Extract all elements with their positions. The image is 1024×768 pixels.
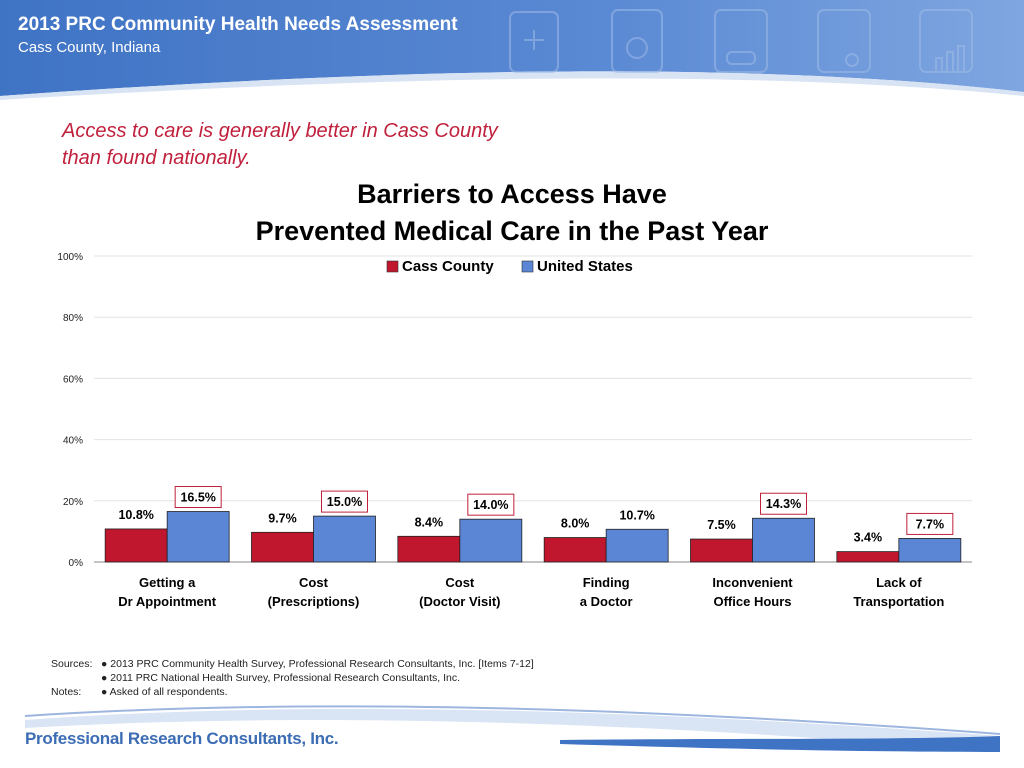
source-item: ● 2011 PRC National Health Survey, Profe… [101, 672, 461, 684]
data-label-united-states: 14.3% [766, 497, 801, 511]
takeaway-line-2: than found nationally. [62, 147, 251, 169]
data-label-cass-county: 10.8% [118, 508, 153, 522]
data-label-united-states: 10.7% [619, 508, 654, 522]
data-label-cass-county: 8.4% [415, 515, 444, 529]
data-label-highlight-box [906, 512, 954, 535]
source-item: ● 2013 PRC Community Health Survey, Prof… [101, 658, 534, 670]
header-banner: 2013 PRC Community Health Needs Assessme… [0, 0, 1024, 100]
footer-swoosh [24, 705, 1001, 752]
data-label-highlight-box [321, 490, 368, 513]
data-label-cass-county: 3.4% [854, 531, 883, 545]
data-label-highlight-box [467, 493, 515, 516]
clipboard-cross-icon [509, 11, 559, 73]
chart-title-line-1: Barriers to Access Have [357, 179, 667, 209]
x-category-label: a Doctor [580, 594, 633, 609]
y-tick-label: 0% [69, 558, 84, 569]
header-background [0, 0, 1024, 100]
bar-united-states [898, 538, 962, 563]
x-category-label: Getting a [139, 575, 196, 590]
data-label-united-states: 15.0% [327, 495, 362, 509]
x-category-label: Cost [445, 575, 475, 590]
x-category-label: Dr Appointment [118, 594, 216, 609]
legend-swatch-united-states [521, 260, 534, 273]
x-category-label: Transportation [853, 594, 944, 609]
bar-united-states [166, 511, 230, 563]
x-category-label: Finding [583, 575, 630, 590]
x-category-label: Office Hours [713, 594, 791, 609]
bar-cass-county [543, 537, 607, 563]
header-subtitle: Cass County, Indiana [18, 39, 161, 56]
data-label-cass-county: 8.0% [561, 517, 590, 531]
key-takeaway: Access to care is generally better in Ca… [62, 118, 582, 172]
chart-title-line-2: Prevented Medical Care in the Past Year [256, 216, 769, 246]
bar-cass-county [104, 528, 168, 563]
data-label-cass-county: 7.5% [707, 518, 736, 532]
footer-band [0, 700, 1024, 768]
header-title: 2013 PRC Community Health Needs Assessme… [18, 14, 458, 35]
data-label-united-states: 16.5% [180, 491, 215, 505]
takeaway-line-1: Access to care is generally better in Ca… [62, 120, 498, 142]
bar-united-states [313, 515, 376, 563]
y-tick-label: 100% [57, 252, 83, 263]
x-category-label: Cost [299, 575, 329, 590]
clipboard-bandage-icon [714, 9, 768, 73]
x-category-label: Lack of [876, 575, 922, 590]
clipboard-apple-icon [611, 9, 663, 73]
notes-label: Notes: [51, 686, 82, 698]
brand-logo-text: Professional Research Consultants, Inc. [25, 729, 339, 748]
data-label-highlight-box [760, 492, 807, 515]
bar-cass-county [251, 531, 314, 563]
y-tick-label: 40% [63, 436, 83, 447]
legend-swatch-cass-county [386, 260, 399, 273]
y-tick-label: 80% [63, 313, 83, 324]
y-tick-label: 60% [63, 374, 83, 385]
data-label-united-states: 7.7% [916, 517, 945, 531]
y-tick-label: 20% [63, 497, 83, 508]
data-label-united-states: 14.0% [473, 498, 508, 512]
clipboard-stethoscope-icon [817, 9, 871, 73]
bar-united-states [605, 528, 669, 563]
bar-cass-county [836, 551, 900, 563]
x-category-label: Inconvenient [712, 575, 793, 590]
x-category-label: (Doctor Visit) [419, 594, 500, 609]
data-label-cass-county: 9.7% [268, 511, 297, 525]
bar-cass-county [690, 538, 753, 563]
bar-united-states [752, 517, 815, 563]
chart-container: Barriers to Access Have Prevented Medical… [0, 170, 1024, 640]
legend-label-united-states: United States [537, 258, 633, 275]
data-label-highlight-box [174, 486, 222, 509]
legend-label-cass-county: Cass County [402, 258, 494, 275]
sources-label: Sources: [51, 658, 93, 670]
bar-cass-county [397, 535, 461, 563]
bar-chart: Barriers to Access Have Prevented Medical… [57, 179, 972, 609]
bar-united-states [459, 518, 523, 563]
note-item: ● Asked of all respondents. [101, 686, 228, 698]
x-category-label: (Prescriptions) [268, 594, 360, 609]
